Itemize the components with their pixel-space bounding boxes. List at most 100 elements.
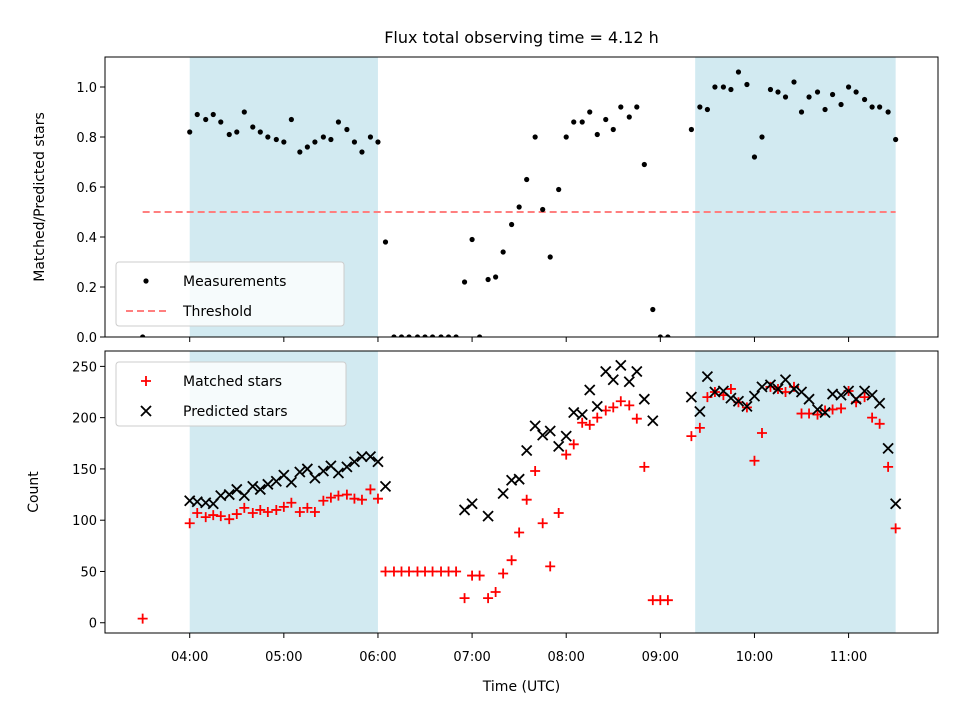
data-point-matched-stars-69	[725, 383, 736, 394]
data-point-predicted-stars-29	[482, 510, 494, 522]
data-point-measurements-8	[234, 129, 240, 135]
data-point-measurements-33	[429, 334, 436, 337]
data-point-matched-stars-89	[883, 461, 894, 472]
data-point-matched-stars-72	[749, 455, 760, 466]
data-point-predicted-stars-6	[223, 488, 235, 501]
x-tick-label-1: 04:00	[171, 650, 208, 665]
data-point-measurements-24	[359, 149, 365, 155]
data-point-predicted-stars-14	[285, 476, 298, 488]
data-point-measurements-36	[453, 334, 459, 337]
data-point-predicted-stars-22	[348, 456, 361, 468]
data-point-matched-stars-57	[615, 396, 626, 407]
data-point-predicted-stars-60	[764, 379, 777, 391]
data-point-matched-stars-63	[662, 595, 673, 606]
y-tick-label-1-2: 0.2	[76, 281, 97, 296]
panel-2-frame	[104, 350, 939, 634]
data-point-predicted-stars-57	[741, 400, 753, 413]
top-y-axis-label: Matched/Predicted stars	[32, 112, 48, 282]
data-point-measurements-66	[704, 106, 710, 113]
data-point-measurements-39	[477, 334, 483, 337]
data-point-matched-stars-59	[631, 413, 642, 424]
data-point-predicted-stars-56	[732, 395, 745, 407]
data-point-measurements-52	[579, 119, 585, 125]
data-point-measurements-4	[203, 116, 209, 123]
data-point-measurements-46	[532, 134, 538, 140]
data-point-matched-stars-14	[278, 501, 289, 512]
data-point-matched-stars-36	[451, 566, 462, 577]
data-point-predicted-stars-7	[231, 483, 243, 496]
data-point-measurements-69	[728, 86, 734, 93]
y-tick-label-2-5: 200	[72, 412, 97, 427]
data-point-matched-stars-11	[255, 504, 266, 515]
data-point-predicted-stars-74	[874, 397, 886, 409]
data-point-predicted-stars-40	[576, 408, 588, 421]
data-point-matched-stars-3	[192, 508, 203, 519]
data-point-measurements-15	[288, 116, 294, 123]
data-point-measurements-21	[335, 119, 342, 125]
data-point-predicted-stars-23	[356, 450, 368, 463]
data-point-measurements-32	[422, 334, 428, 337]
data-point-matched-stars-65	[694, 422, 705, 433]
shaded-interval-1-2	[695, 57, 896, 337]
data-point-measurements-13	[273, 136, 279, 143]
data-point-measurements-71	[744, 81, 750, 88]
y-tick-label-2-3: 100	[72, 514, 97, 529]
data-point-measurements-79	[806, 94, 812, 100]
data-point-matched-stars-39	[474, 570, 485, 581]
data-point-measurements-38	[469, 236, 475, 243]
data-point-predicted-stars-9	[247, 480, 259, 492]
y-tick-label-1-3: 0.4	[76, 231, 97, 246]
data-point-measurements-41	[493, 274, 499, 280]
data-point-matched-stars-80	[812, 409, 823, 420]
legend-box	[115, 261, 345, 327]
data-point-measurements-56	[610, 126, 616, 133]
data-point-measurements-50	[563, 134, 569, 140]
data-point-measurements-18	[312, 139, 318, 145]
data-point-measurements-47	[540, 206, 546, 213]
y-tick-label-1-6: 1.0	[76, 81, 97, 96]
data-point-matched-stars-58	[624, 400, 635, 411]
data-point-measurements-35	[445, 334, 452, 337]
data-point-matched-stars-13	[271, 504, 282, 515]
legend-marker-measurements	[143, 278, 149, 284]
data-point-matched-stars-26	[372, 493, 383, 504]
data-point-predicted-stars-18	[317, 465, 330, 477]
data-point-predicted-stars-33	[521, 444, 533, 457]
data-point-matched-stars-56	[608, 402, 619, 413]
data-point-measurements-48	[547, 254, 553, 260]
data-point-matched-stars-46	[530, 465, 541, 476]
data-point-measurements-37	[461, 279, 468, 285]
data-point-measurements-16	[297, 149, 303, 155]
data-point-measurements-90	[893, 136, 899, 143]
data-point-measurements-25	[367, 134, 374, 140]
data-point-matched-stars-51	[568, 439, 579, 450]
data-point-measurements-82	[829, 91, 836, 98]
data-point-measurements-72	[751, 154, 758, 160]
y-tick-label-2-2: 50	[80, 565, 97, 580]
y-tick-label-2-1: 0	[89, 617, 97, 632]
data-point-predicted-stars-25	[372, 456, 384, 468]
data-point-measurements-1	[140, 334, 146, 337]
data-point-measurements-12	[265, 134, 271, 140]
x-tick-label-5: 08:00	[547, 650, 584, 665]
x-tick-label-4: 07:00	[453, 650, 490, 665]
data-point-measurements-84	[845, 84, 852, 90]
data-point-matched-stars-81	[820, 405, 831, 416]
y-tick-label-2-4: 150	[72, 463, 97, 478]
data-point-matched-stars-6	[215, 511, 226, 522]
data-point-measurements-58	[626, 114, 632, 120]
data-point-measurements-64	[688, 126, 694, 133]
data-point-matched-stars-7	[224, 514, 235, 525]
data-point-predicted-stars-21	[341, 461, 353, 473]
data-point-measurements-49	[556, 186, 562, 193]
data-point-matched-stars-24	[356, 494, 367, 505]
data-point-measurements-22	[344, 126, 350, 133]
y-tick-label-1-5: 0.8	[76, 131, 97, 146]
data-point-measurements-74	[767, 86, 774, 93]
data-point-predicted-stars-10	[254, 483, 266, 496]
data-point-predicted-stars-75	[882, 442, 894, 455]
data-point-matched-stars-17	[302, 502, 313, 513]
data-point-predicted-stars-16	[301, 463, 314, 475]
x-tick-label-3: 06:00	[359, 650, 396, 665]
